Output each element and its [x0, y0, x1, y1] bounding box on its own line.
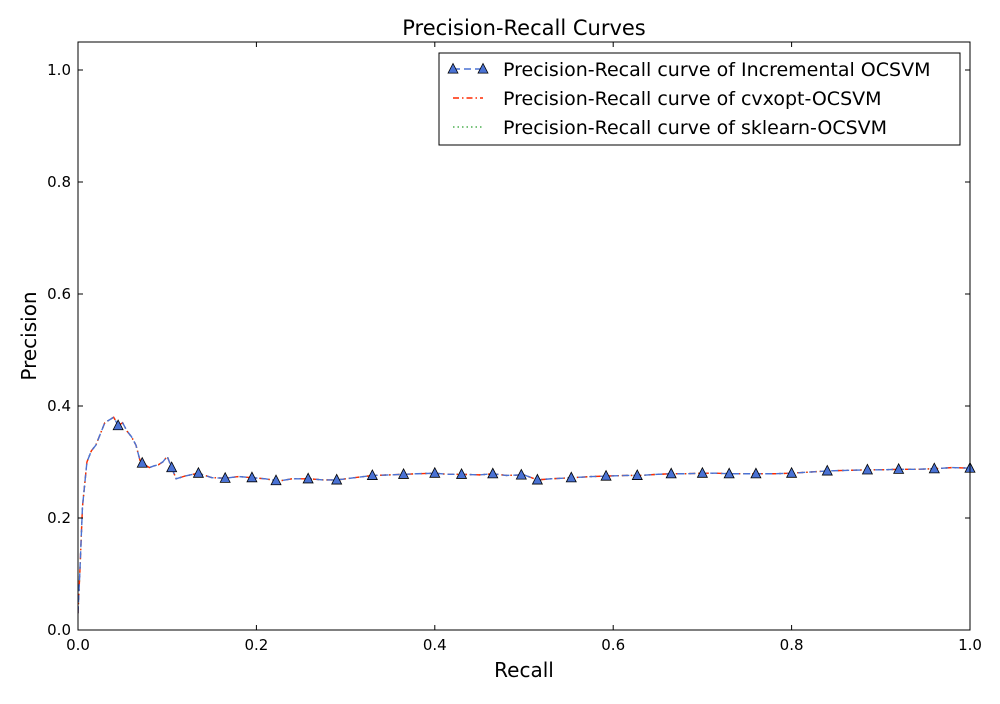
- data-point-marker: [455, 467, 468, 479]
- series-markers: [112, 419, 976, 486]
- legend-box: [438, 52, 961, 146]
- data-point-marker: [246, 471, 258, 483]
- data-point-marker: [696, 466, 709, 478]
- x-tick-label: 0.0: [66, 636, 90, 654]
- y-tick-label: 0.8: [47, 173, 71, 191]
- x-tick-label: 0.2: [244, 636, 268, 654]
- data-point-marker: [429, 466, 441, 478]
- data-point-marker: [600, 469, 612, 481]
- data-point-marker: [531, 473, 543, 485]
- legend-entry: Precision-Recall curve of sklearn-OCSVM: [453, 117, 887, 139]
- data-point-marker: [821, 464, 833, 476]
- data-point-marker: [723, 467, 735, 479]
- y-tick-label: 0.0: [47, 621, 71, 639]
- data-point-marker: [166, 461, 178, 473]
- data-point-marker: [785, 466, 798, 478]
- data-point-marker: [861, 463, 874, 475]
- legend-entry: Precision-Recall curve of Incremental OC…: [447, 59, 930, 81]
- legend-marker: [477, 62, 489, 74]
- y-tick-label: 0.4: [47, 397, 71, 415]
- data-point-marker: [515, 468, 527, 480]
- chart-title: Precision-Recall Curves: [402, 16, 646, 40]
- plot-frame: [77, 41, 971, 631]
- data-point-marker: [331, 473, 343, 485]
- series-line-2: [78, 416, 970, 614]
- legend-entry: Precision-Recall curve of cvxopt-OCSVM: [453, 88, 882, 110]
- x-tick-label: 0.8: [780, 636, 804, 654]
- x-axis-label: Recall: [494, 658, 554, 682]
- data-point-marker: [302, 472, 314, 484]
- legend-label: Precision-Recall curve of Incremental OC…: [503, 59, 930, 81]
- y-tick-label: 0.6: [47, 285, 71, 303]
- data-point-marker: [565, 471, 577, 483]
- data-point-marker: [487, 467, 499, 479]
- data-point-marker: [665, 467, 677, 479]
- data-point-marker: [631, 469, 643, 480]
- series-line-1: [78, 416, 970, 614]
- y-tick-label: 1.0: [47, 61, 71, 79]
- data-point-marker: [366, 469, 378, 480]
- x-tick-label: 1.0: [958, 636, 982, 654]
- data-point-marker: [136, 456, 148, 468]
- y-tick-label: 0.2: [47, 509, 71, 527]
- data-point-marker: [750, 467, 762, 479]
- plot-layer: [77, 41, 976, 631]
- data-point-marker: [928, 462, 940, 474]
- tick-layer: 0.0 0.2 0.4 0.6 0.8 1.0 0.0 0.2 0.4 0.6 0.8 1.0: [47, 42, 982, 654]
- legend: Precision-Recall curve of Incremental OC…: [438, 52, 961, 146]
- legend-label: Precision-Recall curve of sklearn-OCSVM: [503, 117, 887, 139]
- data-point-marker: [397, 467, 410, 479]
- data-point-marker: [219, 471, 231, 483]
- data-point-marker: [893, 462, 905, 474]
- data-point-marker: [270, 474, 282, 486]
- legend-label: Precision-Recall curve of cvxopt-OCSVM: [503, 88, 882, 110]
- series-line-3: [78, 416, 970, 614]
- series-lines: [78, 416, 970, 614]
- x-tick-label: 0.4: [423, 636, 447, 654]
- y-axis-label: Precision: [17, 291, 41, 380]
- data-point-marker: [112, 419, 124, 431]
- data-point-marker: [192, 466, 205, 478]
- legend-marker: [447, 62, 459, 74]
- x-tick-label: 0.6: [601, 636, 625, 654]
